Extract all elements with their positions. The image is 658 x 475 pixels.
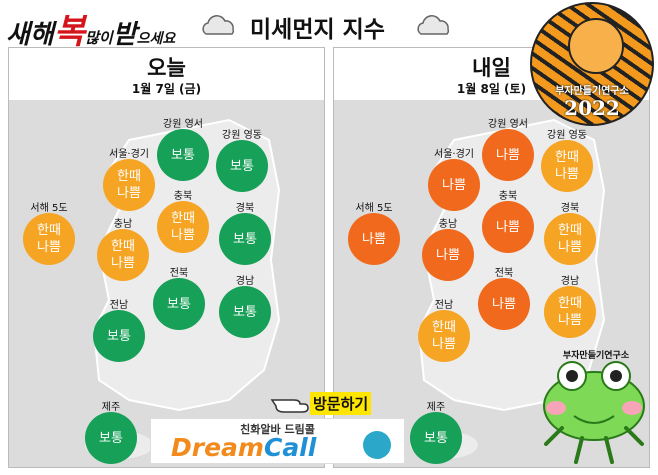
- logo-year: 2022: [564, 96, 620, 120]
- region-name: 제주: [101, 402, 121, 413]
- region-name: 전남: [109, 300, 129, 311]
- region-name: 강원 영서: [488, 119, 528, 130]
- status-circle: 보통: [216, 140, 268, 192]
- status-circle: 나쁨: [478, 278, 530, 330]
- cloud-icon: [202, 15, 235, 35]
- region-name: 경남: [235, 276, 255, 287]
- tiger-logo: 부자만들기연구소 2022: [530, 2, 654, 126]
- region-name: 전남: [434, 300, 454, 311]
- ad-brand: DreamCall: [171, 433, 316, 462]
- greeting-part: 받: [112, 20, 137, 50]
- region-name: 서울·경기: [434, 149, 474, 160]
- status-circle: 보통: [93, 310, 145, 362]
- region-name: 서해 5도: [30, 203, 68, 214]
- status-circle: 나쁨: [348, 213, 400, 265]
- region-name: 경남: [560, 276, 580, 287]
- region-name: 경북: [235, 203, 255, 214]
- panel: 내일 1월 8일 (토) 강원 영서 나쁨 강원 영동 한때 나쁨 서울·경기 나쁨 충북 나쁨 경…: [333, 47, 650, 468]
- status-circle: 한때 나쁨: [157, 201, 209, 253]
- region-name: 전북: [169, 268, 189, 279]
- panel: 오늘 1월 7일 (금) 강원 영서 보통 강원 영동 보통 서울·경기 한때 나쁨 충북 한때 …: [8, 47, 325, 468]
- title: 미세먼지 지수: [250, 17, 385, 43]
- status-circle: 나쁨: [482, 201, 534, 253]
- region-name: 전북: [494, 268, 514, 279]
- greeting-part: 복: [53, 12, 86, 52]
- status-circle: 한때 나쁨: [418, 310, 470, 362]
- region-name: 강원 영동: [222, 130, 262, 141]
- status-circle: 보통: [157, 129, 209, 181]
- status-circle: 보통: [219, 213, 271, 265]
- mascot-text: 부자만들기연구소: [562, 351, 630, 361]
- status-circle: 보통: [410, 412, 462, 464]
- date-label: 1월 7일 (금): [131, 82, 202, 96]
- tiger-face: [568, 18, 624, 74]
- greeting-part: 으세요: [136, 31, 176, 47]
- region-name: 강원 영서: [163, 119, 203, 130]
- status-circle: 보통: [219, 286, 271, 338]
- region-name: 충남: [438, 219, 458, 230]
- region-name: 충북: [498, 191, 518, 202]
- cloud-icon: [417, 15, 450, 35]
- status-circle: 나쁨: [422, 229, 474, 281]
- status-circle: 한때 나쁨: [103, 159, 155, 211]
- status-circle: 한때 나쁨: [544, 286, 596, 338]
- region-name: 서울·경기: [109, 149, 149, 160]
- status-circle: 보통: [153, 278, 205, 330]
- phone-icon: [363, 431, 391, 459]
- greeting: 새해복많이받으세요: [6, 4, 175, 53]
- ad-tagline: 친화알바 드림콜: [240, 423, 315, 436]
- status-circle: 나쁨: [482, 129, 534, 181]
- day-label: 오늘: [147, 56, 186, 80]
- status-circle: 한때 나쁨: [97, 229, 149, 281]
- status-circle: 한때 나쁨: [541, 140, 593, 192]
- frog-mascot: [543, 361, 645, 464]
- region-name: 서해 5도: [355, 203, 393, 214]
- status-circle: 한때 나쁨: [544, 213, 596, 265]
- region-name: 충남: [113, 219, 133, 230]
- region-name: 경북: [560, 203, 580, 214]
- brand-part: Dream: [171, 433, 264, 462]
- status-circle: 한때 나쁨: [23, 213, 75, 265]
- region-name: 강원 영동: [547, 130, 587, 141]
- date-label: 1월 8일 (토): [456, 82, 527, 96]
- day-label: 내일: [472, 56, 511, 80]
- logo-text: 부자만들기연구소: [555, 86, 629, 97]
- greeting-part: 새해: [6, 20, 54, 50]
- ad-banner[interactable]: 친화알바 드림콜 DreamCall: [150, 418, 405, 464]
- pointer-hand: [270, 399, 309, 413]
- greeting-part: 많이: [85, 29, 113, 47]
- region-name: 제주: [426, 402, 446, 413]
- visit-button[interactable]: 방문하기: [310, 392, 372, 415]
- region-name: 충북: [173, 191, 193, 202]
- status-circle: 나쁨: [428, 159, 480, 211]
- status-circle: 보통: [85, 412, 137, 464]
- brand-part: Call: [263, 433, 317, 462]
